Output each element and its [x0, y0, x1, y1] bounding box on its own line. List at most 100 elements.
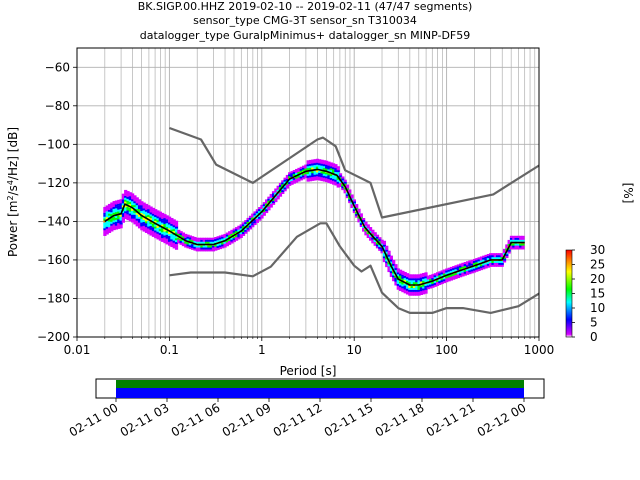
- pdf-cell: [165, 232, 169, 235]
- pdf-cell: [412, 285, 417, 289]
- pdf-cell: [105, 215, 109, 218]
- pdf-cell: [516, 245, 521, 248]
- pdf-cell: [403, 279, 407, 282]
- pdf-cell: [193, 236, 197, 240]
- pdf-cell: [521, 243, 525, 246]
- pdf-cell: [274, 196, 278, 199]
- pdf-cell: [371, 241, 375, 244]
- pdf-cell: [137, 220, 142, 223]
- pdf-cell: [221, 244, 225, 247]
- pdf-cell: [158, 227, 162, 230]
- pdf-cell: [288, 181, 292, 184]
- pdf-cell: [262, 209, 266, 212]
- pdf-cell: [410, 285, 414, 289]
- pdf-cell: [149, 225, 153, 228]
- pdf-cell: [144, 209, 149, 212]
- pdf-cell: [472, 258, 477, 262]
- pdf-cell: [301, 167, 306, 170]
- pdf-cell: [389, 271, 393, 274]
- pdf-cell: [144, 226, 149, 230]
- pdf-cell: [355, 204, 359, 207]
- pdf-cell: [389, 274, 393, 277]
- pdf-cell: [170, 225, 174, 228]
- pdf-cell: [174, 224, 179, 227]
- pdf-cell: [135, 206, 139, 210]
- pdf-cell: [408, 291, 412, 294]
- pdf-cell: [350, 206, 354, 209]
- pdf-cell: [202, 245, 206, 248]
- pdf-cell: [491, 255, 495, 258]
- pdf-cell: [105, 205, 109, 208]
- pdf-cell: [202, 247, 206, 250]
- pdf-cell: [505, 252, 509, 255]
- pdf-cell: [124, 195, 128, 198]
- pdf-cell: [140, 210, 144, 213]
- pdf-cell: [186, 242, 190, 245]
- pdf-cell: [177, 231, 181, 234]
- pdf-cell: [392, 275, 396, 278]
- pdf-cell: [265, 210, 269, 214]
- pdf-cell: [382, 256, 387, 259]
- pdf-cell: [156, 231, 160, 234]
- pdf-cell: [429, 282, 433, 285]
- pdf-cell: [394, 283, 398, 286]
- pdf-cell: [216, 247, 220, 250]
- pdf-cell: [461, 272, 465, 275]
- pdf-cell: [412, 289, 417, 292]
- pdf-cell: [237, 233, 241, 236]
- pdf-cell: [161, 212, 165, 215]
- pdf-cell: [461, 270, 465, 273]
- pdf-cell: [479, 258, 484, 261]
- pdf-cell: [107, 221, 112, 224]
- pdf-cell: [385, 249, 389, 252]
- pdf-cell: [398, 271, 403, 274]
- pdf-cell: [135, 205, 139, 208]
- pdf-cell: [140, 203, 144, 206]
- pdf-cell: [408, 289, 412, 292]
- pdf-cell: [204, 245, 209, 248]
- pdf-cell: [290, 182, 294, 185]
- pdf-cell: [177, 237, 181, 240]
- pdf-cell: [126, 194, 130, 198]
- pdf-cell: [149, 233, 153, 236]
- pdf-cell: [151, 211, 156, 214]
- pdf-cell: [313, 166, 317, 169]
- pdf-cell: [179, 233, 183, 236]
- pdf-cell: [170, 244, 174, 248]
- pdf-cell: [214, 248, 218, 251]
- pdf-cell: [403, 291, 407, 294]
- pdf-cell: [359, 213, 363, 216]
- pdf-cell: [320, 161, 324, 164]
- pdf-cell: [468, 272, 472, 275]
- pdf-cell: [292, 170, 296, 173]
- pdf-cell: [131, 204, 135, 208]
- pdf-cell: [198, 247, 202, 250]
- pdf-cell: [348, 193, 352, 196]
- pdf-cell: [512, 247, 516, 250]
- pdf-cell: [285, 176, 290, 179]
- pdf-cell: [137, 203, 142, 206]
- pdf-cell: [327, 173, 331, 176]
- pdf-cell: [366, 224, 370, 227]
- pdf-cell: [154, 212, 158, 216]
- pdf-cell: [313, 174, 317, 177]
- pdf-cell: [165, 215, 169, 218]
- pdf-cell: [496, 255, 500, 258]
- pdf-cell: [128, 219, 132, 222]
- pdf-cell: [107, 225, 112, 228]
- pdf-cell: [292, 173, 296, 176]
- pdf-cell: [325, 174, 329, 177]
- pdf-cell: [281, 184, 285, 187]
- pdf-cell: [248, 223, 253, 226]
- pdf-cell: [239, 226, 243, 229]
- pdf-cell: [237, 229, 241, 232]
- pdf-cell: [140, 220, 144, 223]
- pdf-cell: [334, 175, 338, 178]
- pdf-cell: [435, 279, 440, 283]
- pdf-cell: [200, 241, 204, 244]
- pdf-cell: [456, 264, 460, 267]
- pdf-cell: [489, 255, 493, 258]
- pdf-cell: [301, 165, 306, 168]
- pdf-cell: [366, 235, 370, 239]
- pdf-cell: [110, 210, 114, 213]
